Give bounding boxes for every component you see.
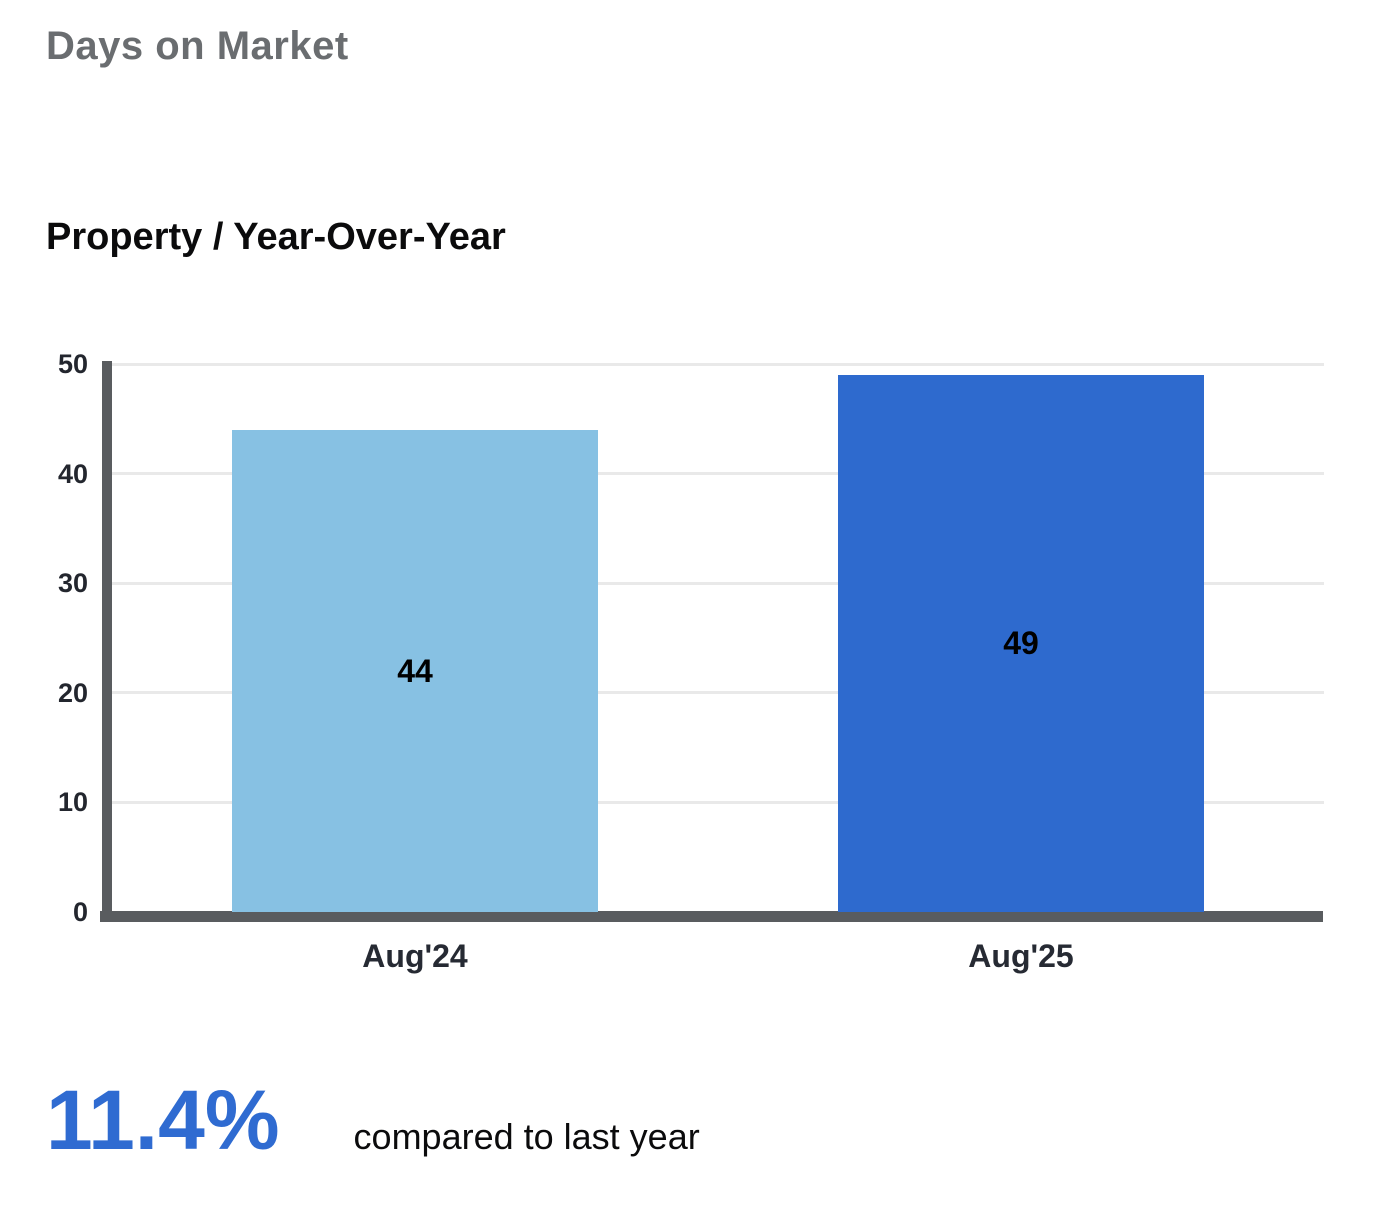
- x-tick-label: Aug'24: [362, 938, 468, 974]
- yoy-change-percent: 11.4%: [46, 1073, 280, 1167]
- gridline: [112, 472, 1324, 476]
- yoy-change-caption: compared to last year: [353, 1116, 700, 1157]
- x-tick-label: Aug'25: [968, 938, 1074, 974]
- gridline: [112, 362, 1324, 366]
- y-tick-label: 20: [57, 677, 88, 708]
- y-tick-label: 10: [57, 787, 88, 818]
- section-title: Property / Year-Over-Year: [46, 216, 506, 258]
- y-axis-line: [102, 361, 112, 912]
- gridline: [112, 691, 1324, 695]
- bar-value-label: 44: [397, 652, 433, 689]
- y-tick-label: 50: [57, 349, 88, 379]
- x-axis-line: [100, 911, 1323, 922]
- yoy-change-summary: 11.4% compared to last year: [46, 1078, 700, 1162]
- y-tick-label: 30: [57, 568, 88, 599]
- plot-area: 44 49: [112, 362, 1324, 912]
- days-on-market-bar-chart: 44 49 0 10 20 30 40 50 Aug'24 Aug'25: [0, 349, 1324, 982]
- y-tick-label: 0: [72, 897, 88, 927]
- x-axis-category-labels: Aug'24 Aug'25: [112, 938, 1324, 982]
- y-tick-label: 40: [57, 458, 88, 489]
- y-axis-tick-labels: 0 10 20 30 40 50: [0, 349, 88, 927]
- bar-value-label: 49: [1003, 625, 1039, 662]
- bar: 44: [232, 429, 598, 912]
- gridline: [112, 800, 1324, 804]
- page-title: Days on Market: [46, 24, 349, 68]
- gridline: [112, 581, 1324, 585]
- bar: 49: [838, 374, 1204, 912]
